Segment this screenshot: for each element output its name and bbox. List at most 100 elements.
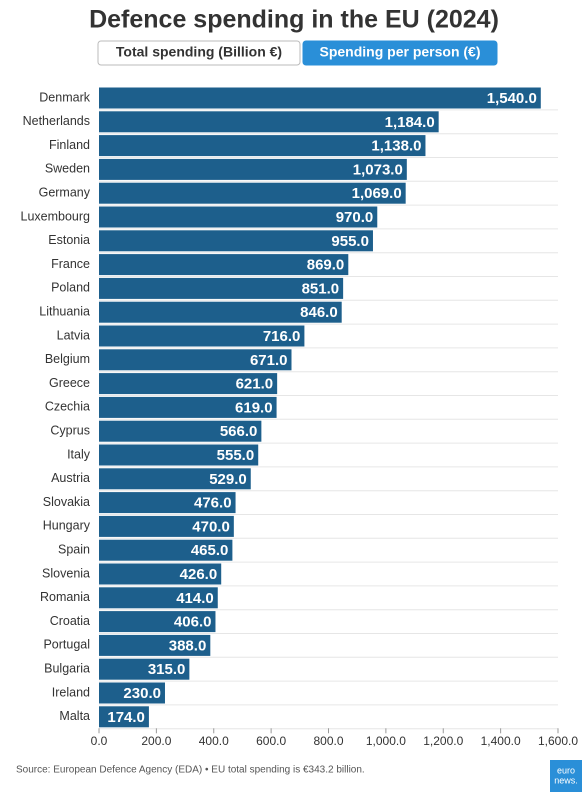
y-tick-label: Ireland [52, 685, 90, 699]
bar [99, 301, 342, 323]
x-tick-label: 0.0 [91, 734, 108, 748]
logo-text: news. [554, 775, 578, 785]
value-label: 414.0 [176, 590, 214, 607]
y-tick-label: Bulgaria [44, 661, 90, 675]
bar [99, 563, 222, 585]
value-label: 555.0 [217, 447, 255, 464]
value-label: 970.0 [336, 209, 374, 226]
value-label: 619.0 [235, 399, 273, 416]
x-tick-label: 1,600.0 [538, 734, 578, 748]
y-tick-label: Slovakia [43, 495, 90, 509]
y-tick-label: Portugal [43, 638, 90, 652]
bar [99, 539, 233, 561]
x-tick-label: 400.0 [199, 734, 229, 748]
y-tick-label: Slovenia [42, 566, 90, 580]
y-tick-label: Luxembourg [21, 209, 91, 223]
value-label: 230.0 [123, 685, 161, 702]
y-tick-label: Belgium [45, 352, 90, 366]
bar [99, 373, 278, 395]
bar [99, 587, 218, 609]
bar [99, 349, 292, 371]
bar [99, 658, 190, 680]
value-label: 1,073.0 [353, 161, 403, 178]
x-tick-label: 1,400.0 [481, 734, 521, 748]
y-tick-label: Greece [49, 376, 90, 390]
x-tick-label: 200.0 [141, 734, 171, 748]
y-tick-label: Italy [67, 447, 91, 461]
bar [99, 611, 216, 633]
bar [99, 230, 373, 252]
y-tick-label: Hungary [43, 519, 91, 533]
value-label: 476.0 [194, 495, 232, 512]
value-label: 566.0 [220, 423, 258, 440]
y-tick-label: Romania [40, 590, 90, 604]
toggle-label[interactable]: Total spending (Billion €) [116, 44, 282, 60]
y-tick-label: Denmark [39, 90, 90, 104]
toggle-button[interactable] [302, 40, 498, 66]
y-tick-label: Latvia [57, 328, 90, 342]
value-label: 426.0 [180, 566, 218, 583]
bar [99, 254, 349, 276]
bar [99, 444, 259, 466]
toggle-label[interactable]: Spending per person (€) [319, 44, 480, 60]
y-tick-label: Croatia [50, 614, 90, 628]
y-tick-label: Finland [49, 138, 90, 152]
bar [99, 87, 541, 109]
y-tick-label: Austria [51, 471, 90, 485]
value-label: 465.0 [191, 542, 229, 559]
x-tick-label: 600.0 [256, 734, 286, 748]
bar [99, 325, 305, 347]
bar [99, 182, 406, 204]
value-label: 955.0 [331, 233, 369, 250]
y-tick-label: Czechia [45, 400, 90, 414]
bar [99, 158, 407, 180]
y-tick-label: Netherlands [23, 114, 90, 128]
bar [99, 706, 149, 728]
bar [99, 682, 165, 704]
bar [99, 206, 378, 228]
y-tick-label: Lithuania [39, 304, 90, 318]
value-label: 388.0 [169, 637, 207, 654]
value-label: 1,540.0 [487, 90, 537, 107]
y-tick-label: Cyprus [50, 423, 90, 437]
y-tick-label: Sweden [45, 162, 90, 176]
logo-box [550, 760, 582, 792]
bar [99, 396, 277, 418]
toggle-button[interactable] [97, 40, 301, 66]
value-label: 851.0 [302, 280, 340, 297]
value-label: 1,184.0 [385, 114, 435, 131]
bar [99, 492, 236, 514]
y-tick-label: Germany [39, 185, 91, 199]
y-tick-label: Malta [59, 709, 90, 723]
value-label: 621.0 [236, 376, 274, 393]
y-tick-label: France [51, 257, 90, 271]
logo-text: euro [557, 765, 575, 775]
value-label: 174.0 [107, 709, 145, 726]
chart-title: Defence spending in the EU (2024) [89, 6, 499, 34]
bar [99, 468, 251, 490]
value-label: 1,138.0 [371, 138, 421, 155]
value-label: 315.0 [148, 661, 186, 678]
x-tick-label: 1,000.0 [366, 734, 406, 748]
value-label: 1,069.0 [352, 185, 402, 202]
bar [99, 515, 234, 537]
value-label: 406.0 [174, 614, 212, 631]
y-tick-label: Poland [51, 281, 90, 295]
x-tick-label: 1,200.0 [423, 734, 463, 748]
bar [99, 634, 211, 656]
bar [99, 277, 344, 299]
value-label: 529.0 [209, 471, 247, 488]
value-label: 846.0 [300, 304, 338, 321]
value-label: 716.0 [263, 328, 301, 345]
x-tick-label: 800.0 [313, 734, 343, 748]
value-label: 869.0 [307, 257, 345, 274]
y-tick-label: Spain [58, 542, 90, 556]
value-label: 470.0 [192, 518, 230, 535]
bar [99, 135, 426, 157]
value-label: 671.0 [250, 352, 288, 369]
bar [99, 420, 262, 442]
source-note: Source: European Defence Agency (EDA) • … [16, 765, 365, 776]
bar [99, 111, 439, 133]
